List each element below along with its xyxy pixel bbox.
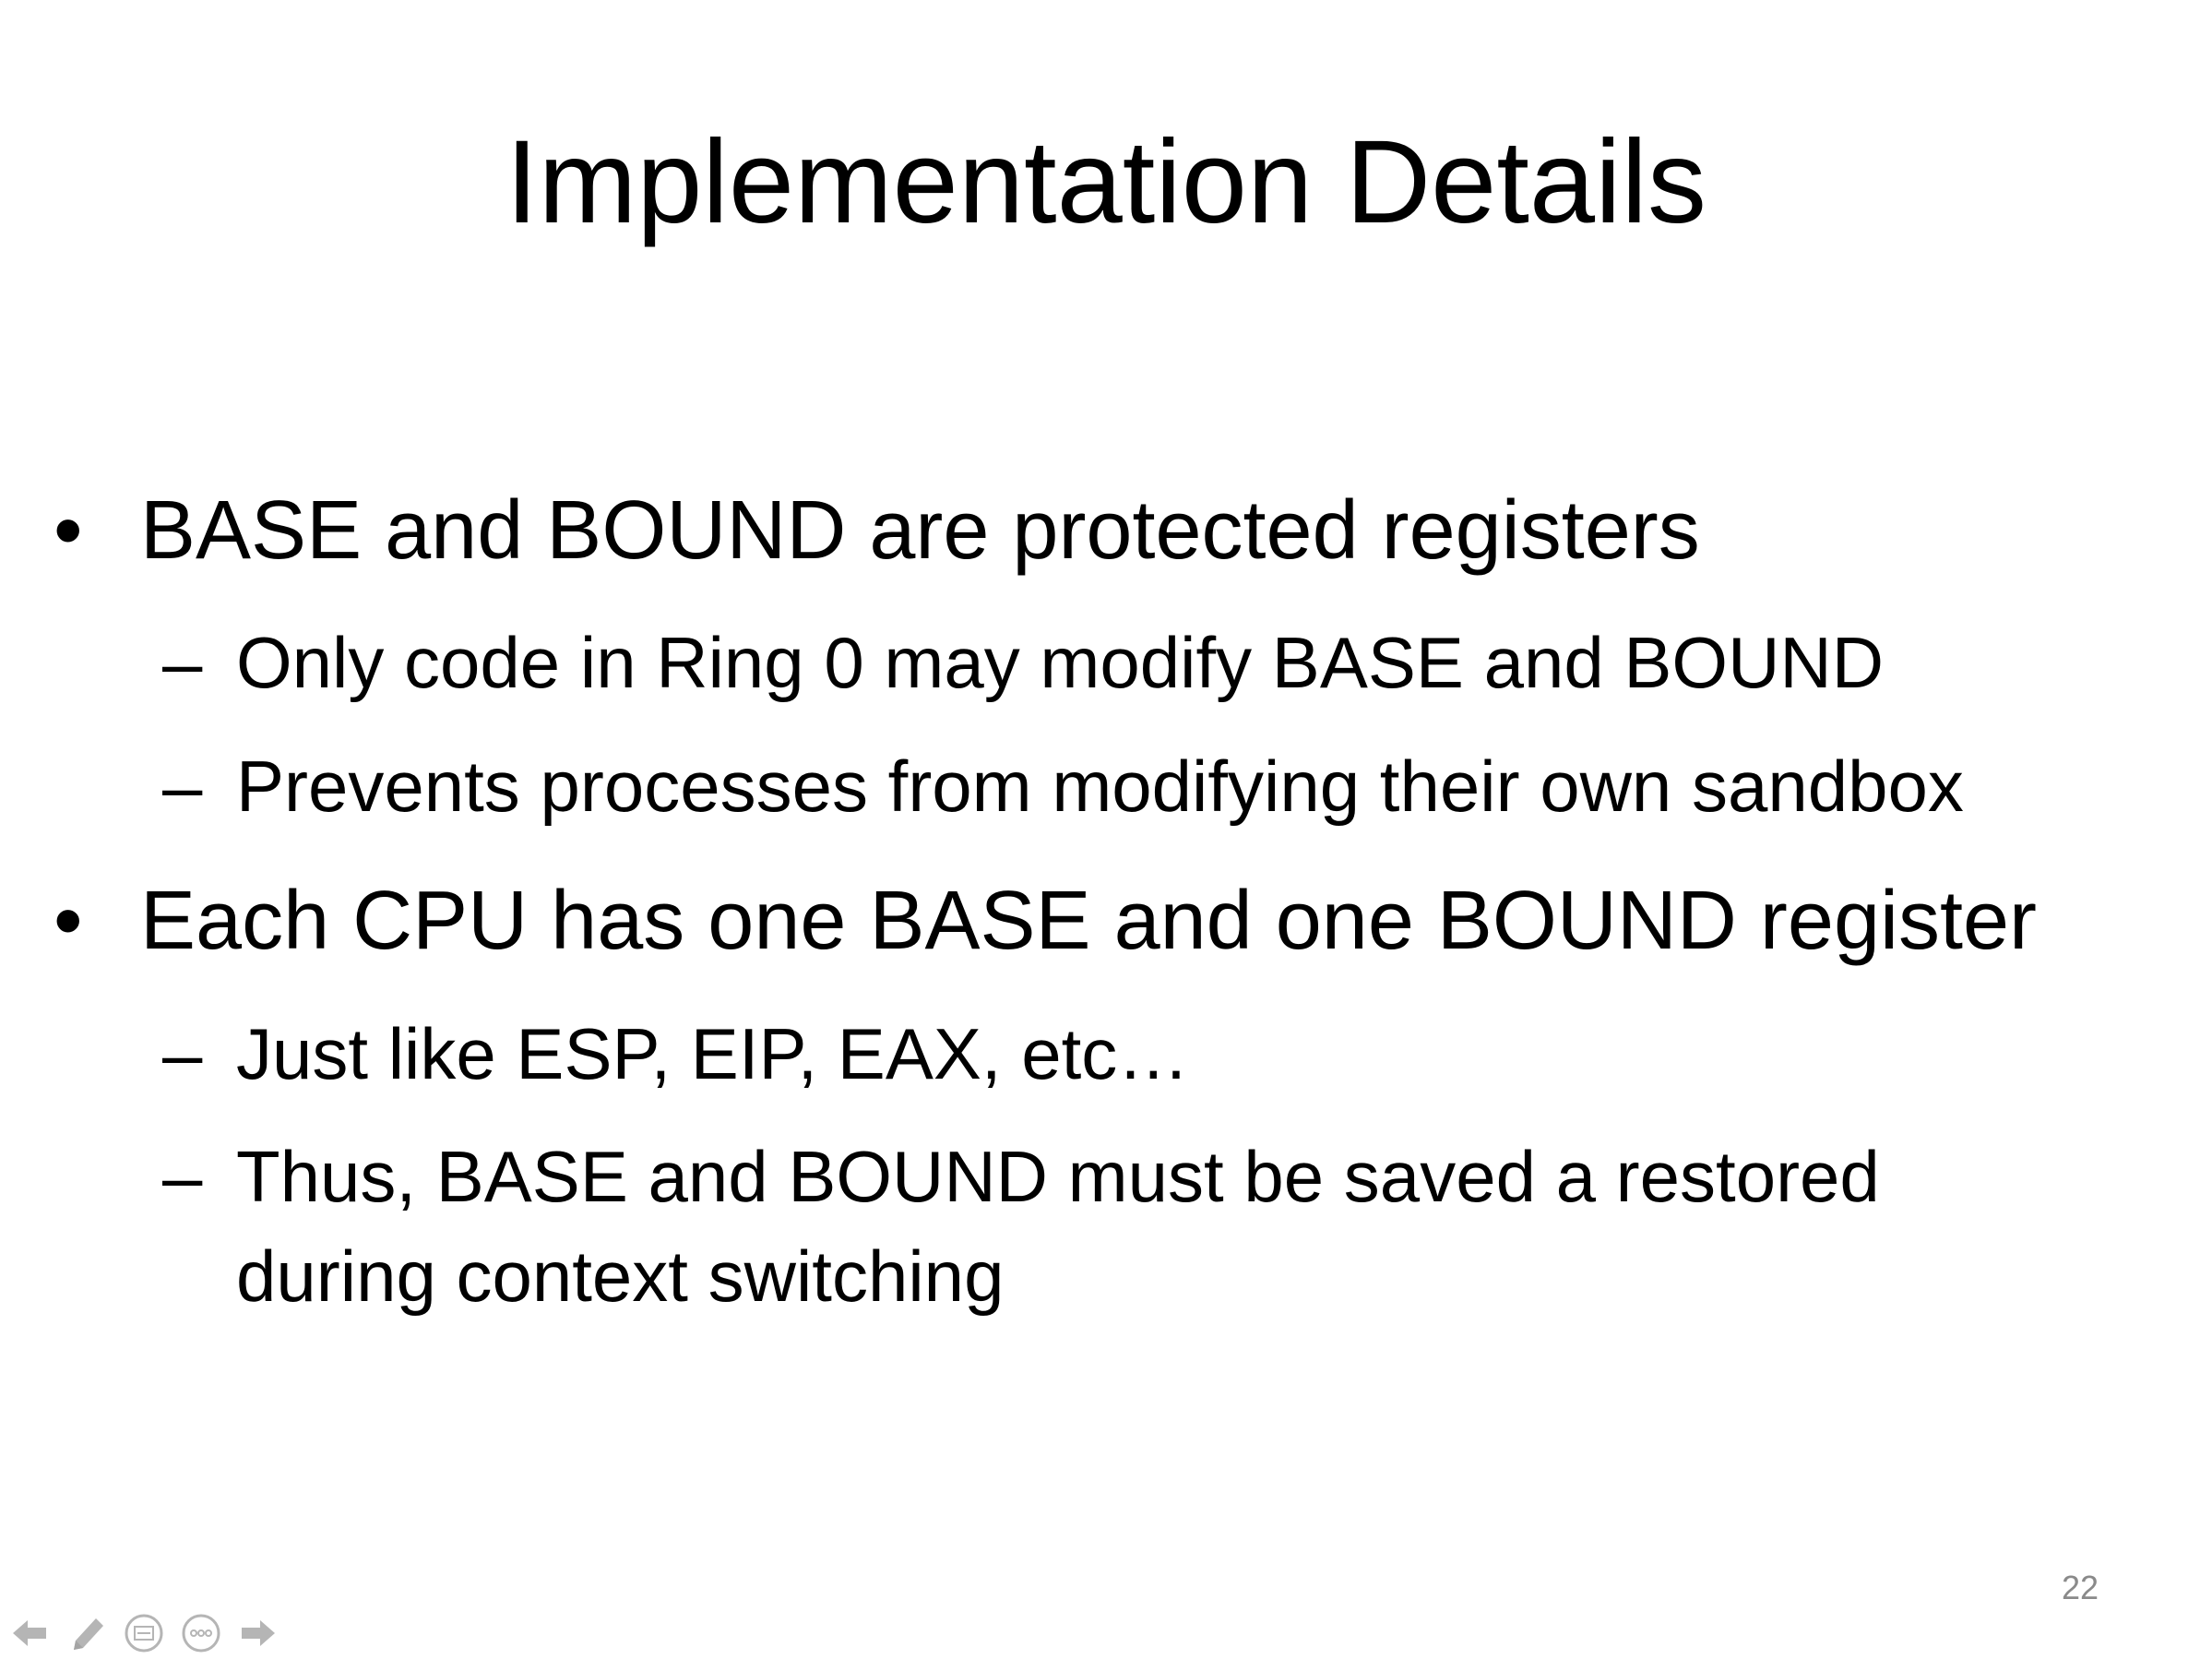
sub-bullet-text: Thus, BASE and BOUND must be saved a res… (236, 1136, 1880, 1217)
arrow-right-icon[interactable] (236, 1611, 280, 1655)
bullet-symbol: • (54, 875, 83, 967)
sub-bullet-continuation: during context switching (236, 1235, 1005, 1317)
sub-bullet-text: Prevents processes from modifying their … (236, 746, 1964, 827)
sub-bullet-symbol: – (162, 746, 203, 827)
slideshow-toolbar (7, 1607, 280, 1659)
sub-bullet-symbol: – (162, 1013, 203, 1094)
bullet-text: BASE and BOUND are protected registers (140, 484, 1700, 577)
sub-bullet-text: Just like ESP, EIP, EAX, etc… (236, 1013, 1190, 1094)
slide-title: Implementation Details (505, 116, 1707, 248)
bullet-text: Each CPU has one BASE and one BOUND regi… (140, 875, 2038, 967)
more-options-icon[interactable] (179, 1611, 223, 1655)
sub-bullet-symbol: – (162, 1136, 203, 1217)
sub-bullet-symbol: – (162, 622, 203, 703)
sub-bullet-text: Only code in Ring 0 may modify BASE and … (236, 622, 1885, 703)
arrow-left-icon[interactable] (7, 1611, 52, 1655)
slides-menu-icon[interactable] (122, 1611, 166, 1655)
slide-content: • BASE and BOUND are protected registers… (54, 484, 2038, 1317)
page-number: 22 (2061, 1569, 2099, 1606)
pen-icon[interactable] (65, 1611, 109, 1655)
bullet-symbol: • (54, 484, 83, 577)
